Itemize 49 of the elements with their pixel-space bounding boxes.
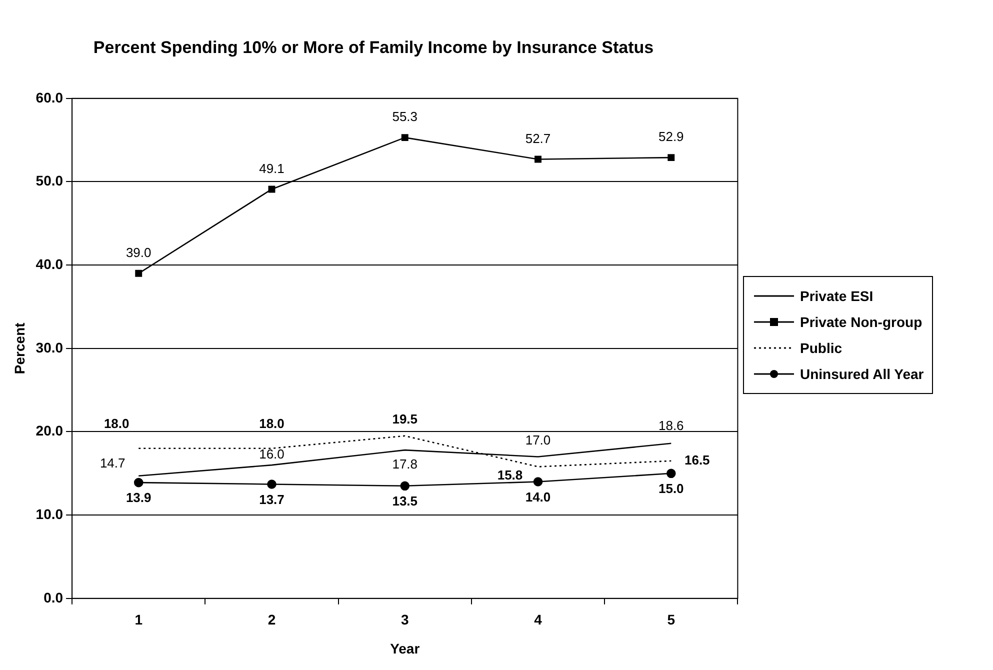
x-axis-title: Year bbox=[390, 640, 420, 656]
data-label: 17.8 bbox=[392, 456, 418, 472]
point bbox=[668, 154, 675, 162]
data-label: 13.5 bbox=[392, 493, 418, 508]
data-label: 52.9 bbox=[658, 129, 684, 144]
point bbox=[400, 481, 410, 491]
data-label: 39.0 bbox=[126, 244, 152, 260]
legend-label: Uninsured All Year bbox=[800, 366, 924, 382]
data-label: 18.0 bbox=[104, 416, 130, 431]
data-label: 15.8 bbox=[497, 467, 523, 482]
data-label: 14.0 bbox=[525, 489, 551, 504]
point bbox=[134, 478, 144, 488]
point bbox=[666, 468, 676, 478]
data-label: 14.7 bbox=[100, 455, 126, 470]
y-tick-label: 60.0 bbox=[36, 89, 64, 106]
x-tick-label: 3 bbox=[400, 612, 409, 628]
point bbox=[267, 480, 276, 489]
legend-label: Public bbox=[800, 340, 842, 356]
y-tick-label: 30.0 bbox=[36, 339, 64, 356]
chart-title: Percent Spending 10% or More of Family Income by Insurance Status bbox=[93, 38, 654, 57]
data-label: 49.1 bbox=[259, 160, 284, 176]
point bbox=[534, 156, 542, 163]
data-label: 15.0 bbox=[658, 480, 684, 496]
data-label: 52.7 bbox=[525, 130, 551, 146]
data-label: 19.5 bbox=[392, 411, 418, 426]
x-tick-label: 1 bbox=[134, 612, 143, 628]
data-label: 13.9 bbox=[126, 490, 152, 506]
data-label: 55.3 bbox=[392, 109, 418, 124]
point bbox=[533, 477, 543, 486]
x-tick-label: 4 bbox=[534, 612, 542, 628]
point bbox=[401, 134, 408, 142]
y-tick-label: 50.0 bbox=[36, 172, 64, 189]
x-tick-label: 2 bbox=[268, 612, 276, 628]
y-tick-label: 0.0 bbox=[44, 589, 64, 606]
legend-label: Private Non-group bbox=[800, 314, 922, 330]
data-label: 13.7 bbox=[259, 492, 284, 507]
data-label: 18.6 bbox=[658, 418, 684, 433]
x-tick-label: 5 bbox=[667, 612, 676, 628]
data-label: 17.0 bbox=[525, 432, 551, 448]
y-tick-label: 40.0 bbox=[36, 256, 64, 272]
data-label: 16.5 bbox=[684, 452, 710, 468]
y-axis-title: Percent bbox=[11, 322, 28, 374]
data-label: 16.0 bbox=[259, 446, 284, 462]
point bbox=[135, 270, 142, 277]
data-label: 18.0 bbox=[259, 416, 284, 431]
point bbox=[268, 186, 276, 193]
legend-label: Private ESI bbox=[800, 288, 874, 304]
y-tick-label: 20.0 bbox=[36, 422, 64, 439]
y-tick-label: 10.0 bbox=[36, 506, 64, 522]
